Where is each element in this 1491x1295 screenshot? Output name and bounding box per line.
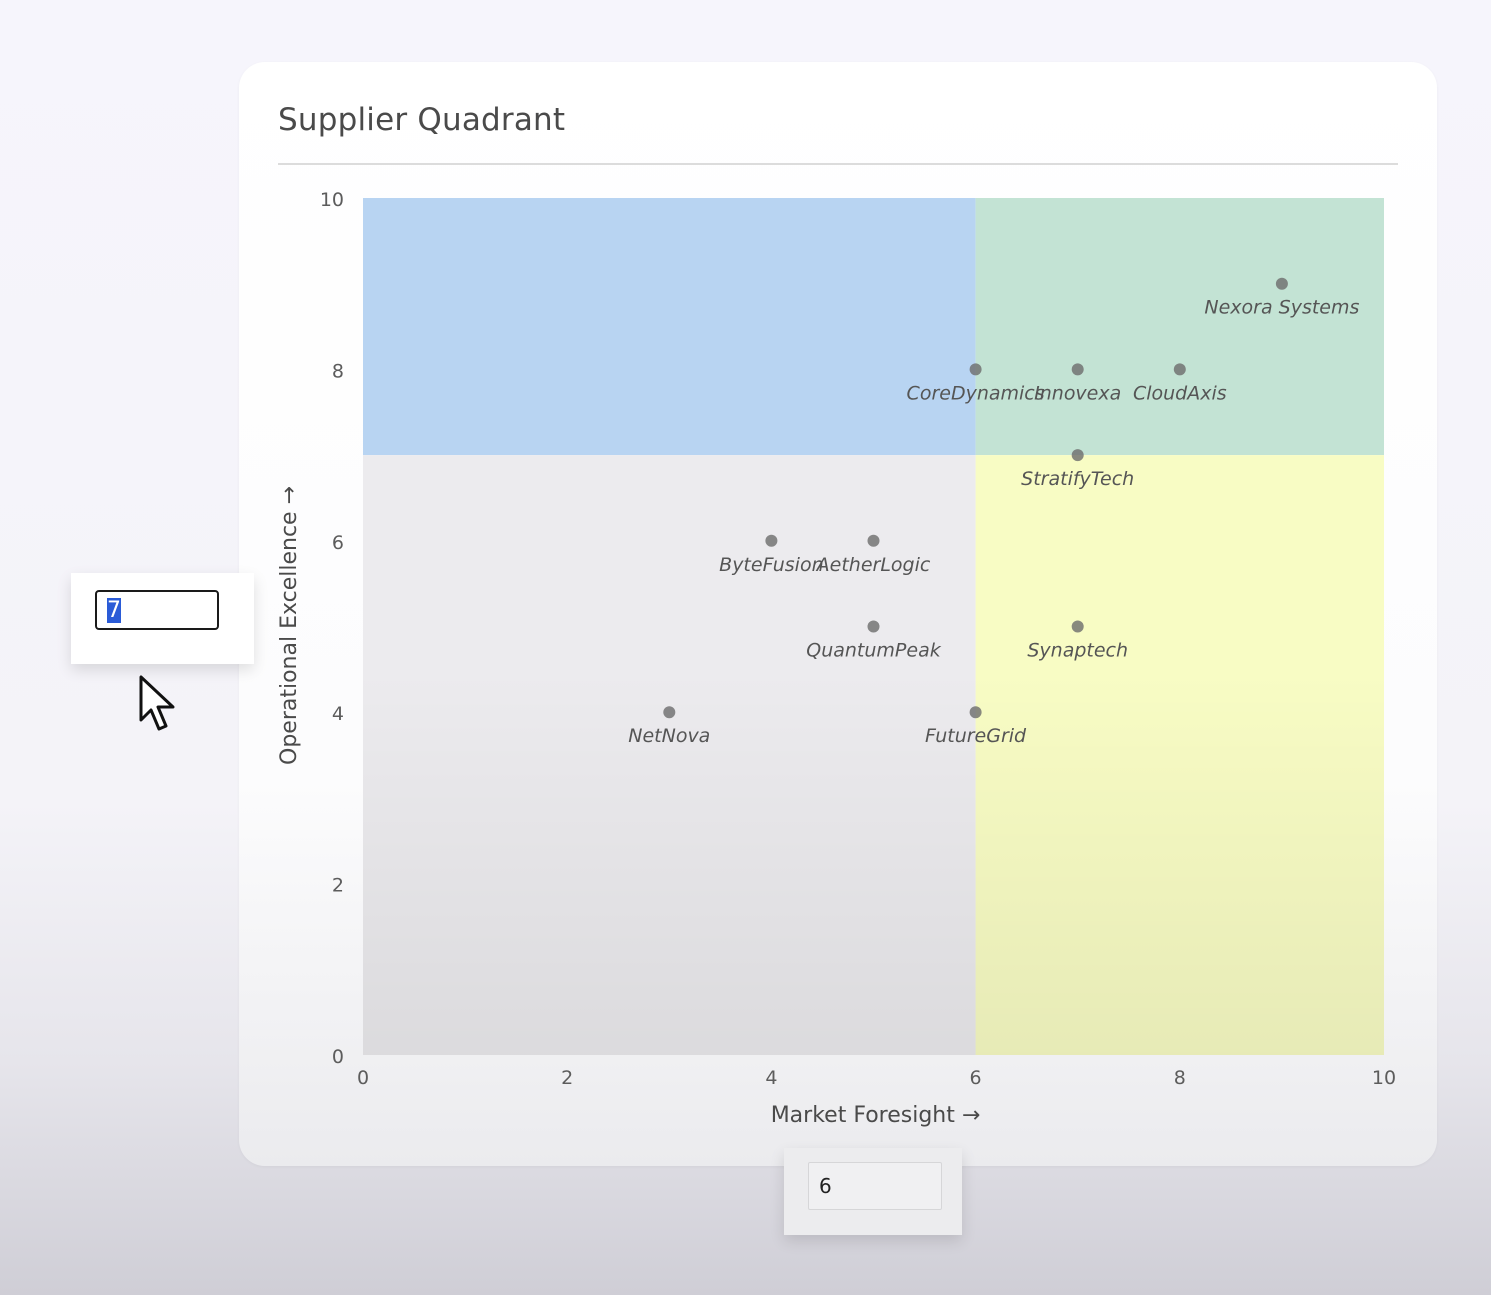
scatter-point[interactable] bbox=[1173, 363, 1186, 376]
x-tick-label: 6 bbox=[970, 1067, 982, 1089]
y-value-input[interactable] bbox=[95, 590, 219, 630]
y-axis-title: Operational Excellence → bbox=[277, 486, 302, 765]
x-tick-label: 0 bbox=[357, 1067, 369, 1089]
x-tick-label: 10 bbox=[1372, 1067, 1396, 1089]
y-tick-label: 10 bbox=[320, 189, 344, 211]
scatter-point-group: Synaptech bbox=[1027, 620, 1128, 662]
scatter-point-group: StratifyTech bbox=[1021, 449, 1134, 490]
x-axis-title: Market Foresight → bbox=[771, 1103, 981, 1128]
scatter-point[interactable] bbox=[867, 534, 880, 547]
scatter-point[interactable] bbox=[1275, 277, 1288, 290]
scatter-point[interactable] bbox=[1071, 449, 1084, 462]
y-value-editor bbox=[71, 573, 254, 664]
scatter-point-group: CloudAxis bbox=[1133, 363, 1227, 404]
x-value-editor bbox=[784, 1148, 962, 1235]
title-divider bbox=[278, 163, 1398, 165]
scatter-point-group: CoreDynamics bbox=[907, 363, 1045, 404]
point-label: StratifyTech bbox=[1021, 468, 1134, 490]
chart-title: Supplier Quadrant bbox=[278, 102, 566, 138]
x-axis-ticks: 0 2 4 6 8 10 bbox=[357, 1067, 1396, 1089]
point-label: QuantumPeak bbox=[806, 640, 941, 662]
point-label: NetNova bbox=[628, 725, 710, 747]
scatter-point[interactable] bbox=[867, 620, 880, 633]
scatter-point-group: FutureGrid bbox=[925, 706, 1027, 747]
point-label: ByteFusion bbox=[719, 554, 823, 576]
scatter-point[interactable] bbox=[765, 534, 778, 547]
y-tick-label: 0 bbox=[332, 1046, 344, 1068]
scatter-point[interactable] bbox=[663, 706, 676, 719]
scatter-point-group: ByteFusion bbox=[719, 534, 824, 576]
scatter-point[interactable] bbox=[969, 706, 982, 719]
x-tick-label: 2 bbox=[561, 1067, 573, 1089]
scatter-point-group: QuantumPeak bbox=[806, 620, 942, 662]
y-tick-label: 6 bbox=[332, 532, 344, 554]
scatter-point-group: NetNova bbox=[628, 706, 710, 747]
y-axis-ticks: 0 2 4 6 8 10 bbox=[320, 189, 344, 1068]
scatter-point[interactable] bbox=[1071, 620, 1084, 633]
scatter-point[interactable] bbox=[1071, 363, 1084, 376]
x-tick-label: 4 bbox=[765, 1067, 777, 1089]
y-tick-label: 4 bbox=[332, 703, 344, 725]
y-tick-label: 8 bbox=[332, 360, 344, 382]
point-label: AetherLogic bbox=[815, 554, 931, 576]
point-label: CloudAxis bbox=[1133, 382, 1227, 404]
point-label: CoreDynamics bbox=[907, 382, 1045, 404]
point-label: Innovexa bbox=[1034, 382, 1121, 404]
scatter-point[interactable] bbox=[969, 363, 982, 376]
x-value-input[interactable] bbox=[808, 1162, 942, 1210]
y-tick-label: 2 bbox=[332, 875, 344, 897]
point-label: FutureGrid bbox=[925, 725, 1027, 747]
x-tick-label: 8 bbox=[1174, 1067, 1186, 1089]
point-label: Synaptech bbox=[1027, 640, 1128, 662]
point-label: Nexora Systems bbox=[1204, 297, 1359, 319]
scatter-point-group: AetherLogic bbox=[815, 534, 931, 576]
scatter-point-group: Innovexa bbox=[1034, 363, 1121, 404]
mouse-pointer-icon bbox=[139, 675, 175, 731]
scatter-point-group: Nexora Systems bbox=[1204, 277, 1360, 319]
